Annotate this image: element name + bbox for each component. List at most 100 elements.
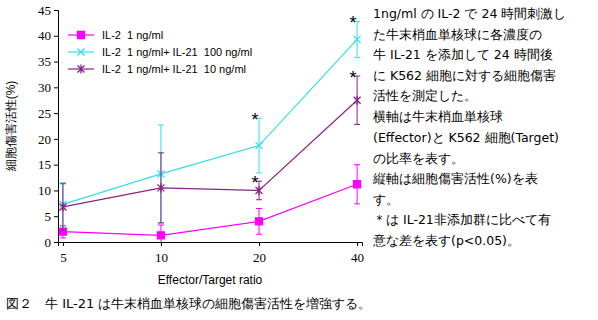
y-tick-label: 15 xyxy=(38,157,51,172)
x-tick-label: 20 xyxy=(253,250,266,265)
caption: 図２ 牛 IL-21 は牛末梢血単核球の細胞傷害活性を増強する。 xyxy=(6,296,371,311)
y-tick-mark xyxy=(54,113,58,114)
data-point xyxy=(354,96,361,105)
legend-symbol xyxy=(78,49,85,56)
data-point xyxy=(157,183,164,192)
note-line: 牛 IL-21 を添加して 24 時間後 xyxy=(373,47,553,62)
error-bar xyxy=(158,125,164,223)
y-tick-label: 20 xyxy=(38,132,51,147)
legend-symbol xyxy=(78,32,85,39)
error-bar-cap xyxy=(158,124,164,125)
note-line: ＊は IL-21非添加群に比べて有 xyxy=(373,212,551,227)
error-bar-cap xyxy=(256,234,262,235)
y-tick: 30 xyxy=(38,80,58,95)
x-tick-mark xyxy=(357,242,358,246)
note-line: 横軸は牛末梢血単核球 xyxy=(373,109,503,124)
y-axis-title: 細胞傷害活性(%) xyxy=(4,81,18,173)
legend-label: IL-2 1 ng/ml+ IL-21 100 ng/ml xyxy=(102,46,252,58)
y-tick-mark xyxy=(54,242,58,243)
error-bar-cap xyxy=(354,57,360,58)
data-point xyxy=(256,218,263,225)
y-tick-mark xyxy=(54,216,58,217)
error-bar-cap xyxy=(60,182,66,183)
y-tick-label: 35 xyxy=(38,54,51,69)
y-tick: 15 xyxy=(38,157,58,172)
series-line xyxy=(63,39,357,204)
chart: 0510152025303540455102040Effector/Target… xyxy=(0,0,598,320)
error-bar-cap xyxy=(60,230,66,231)
y-tick: 20 xyxy=(38,132,58,147)
error-bar-line xyxy=(160,125,161,223)
y-tick-label: 45 xyxy=(38,3,51,18)
x-tick: 5 xyxy=(60,242,67,265)
note-line: 1ng/ml の IL-2 で 24 時間刺激し xyxy=(373,6,566,21)
note-line: に K562 細胞に対する細胞傷害 xyxy=(373,68,556,83)
data-point xyxy=(354,181,361,188)
error-bar-cap xyxy=(158,222,164,223)
y-tick-mark xyxy=(54,62,58,63)
x-tick-mark xyxy=(259,242,260,246)
y-tick: 0 xyxy=(45,235,59,250)
error-bar-cap xyxy=(60,183,66,184)
data-point xyxy=(157,232,164,239)
note-line: (Effector)と K562 細胞(Target) xyxy=(373,130,559,145)
data-point xyxy=(59,202,66,211)
x-tick-label: 5 xyxy=(60,250,67,265)
y-tick-label: 0 xyxy=(45,235,52,250)
error-bar-cap xyxy=(158,222,164,223)
y-tick: 35 xyxy=(38,54,58,69)
error-bar-cap xyxy=(354,124,360,125)
error-bar xyxy=(60,184,66,230)
legend-label: IL-2 1 ng/ml xyxy=(102,29,163,41)
error-bar-cap xyxy=(354,164,360,165)
x-tick: 10 xyxy=(155,242,168,265)
x-tick-label: 10 xyxy=(155,250,168,265)
y-tick-label: 30 xyxy=(38,80,51,95)
x-axis: 5 10 20 40 xyxy=(59,242,365,265)
y-tick-label: 10 xyxy=(38,183,51,198)
note-line: 縦軸は細胞傷害活性(%)を表 xyxy=(372,171,538,186)
y-tick-mark xyxy=(54,87,58,88)
y-tick-mark xyxy=(54,190,58,191)
y-axis: 051015202530354045 xyxy=(38,3,59,250)
y-tick: 45 xyxy=(38,3,58,18)
data-point xyxy=(256,142,263,149)
x-tick-mark xyxy=(63,242,64,246)
y-tick-label: 5 xyxy=(45,209,52,224)
x-tick: 20 xyxy=(253,242,266,265)
y-tick-mark xyxy=(54,10,58,11)
x-tick-mark xyxy=(161,242,162,246)
error-bar-cap xyxy=(158,152,164,153)
error-bar-cap xyxy=(354,203,360,204)
note-line: 意な差を表す(p<0.05)。 xyxy=(372,233,520,248)
x-axis-line xyxy=(59,243,363,247)
x-axis-title: Effector/Target ratio xyxy=(158,273,263,287)
y-tick: 10 xyxy=(38,183,58,198)
plot-area xyxy=(59,21,360,242)
x-tick-label: 40 xyxy=(351,250,364,265)
note-line: の比率を表す。 xyxy=(373,151,464,166)
data-point xyxy=(354,36,361,43)
error-bar xyxy=(158,225,164,242)
error-bar xyxy=(256,208,262,234)
annotation: * xyxy=(350,68,357,88)
y-tick: 25 xyxy=(38,106,58,121)
annotation: * xyxy=(252,110,259,130)
x-tick: 40 xyxy=(351,242,364,265)
legend-symbol xyxy=(78,64,85,73)
y-tick-mark xyxy=(54,165,58,166)
annotation: * xyxy=(252,173,259,193)
error-bar-cap xyxy=(256,199,262,200)
y-axis-line xyxy=(54,11,59,243)
annotation: * xyxy=(350,13,357,33)
error-bar xyxy=(354,165,360,204)
note-line: 活性を測定した。 xyxy=(373,88,477,103)
error-bar-cap xyxy=(60,237,66,238)
legend-label: IL-2 1 ng/ml+ IL-21 10 ng/ml xyxy=(102,63,246,75)
note-line: た牛末梢血単核球に各濃度の xyxy=(373,27,542,42)
y-tick-mark xyxy=(54,36,58,37)
y-tick-label: 25 xyxy=(38,106,51,121)
error-bar-cap xyxy=(256,208,262,209)
series-line xyxy=(63,184,357,235)
error-bar xyxy=(158,153,164,223)
